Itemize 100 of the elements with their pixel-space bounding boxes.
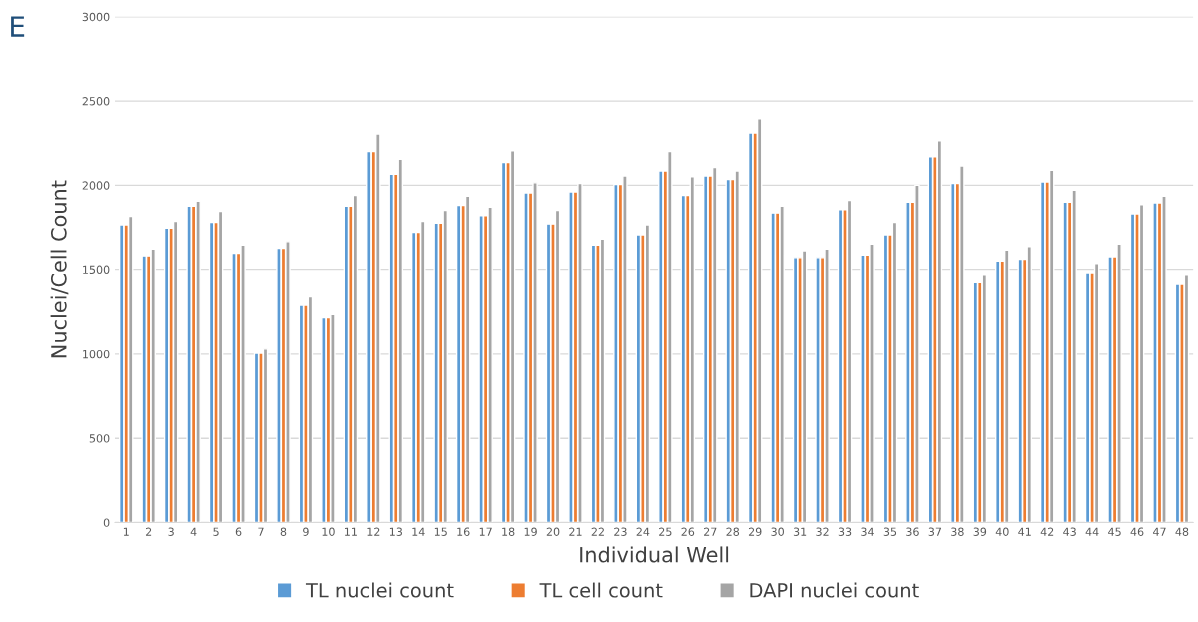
x-tick-label: 34 <box>861 527 874 536</box>
x-tick-label: 39 <box>973 527 987 536</box>
bar <box>869 243 875 523</box>
bar <box>734 170 740 523</box>
x-tick-label: 33 <box>838 527 852 536</box>
x-tick-label: 17 <box>479 527 492 536</box>
bar <box>240 244 246 523</box>
bar <box>1116 243 1122 523</box>
bar <box>172 220 179 523</box>
y-tick-label: 3000 <box>82 12 110 22</box>
x-tick-label: 21 <box>569 527 582 536</box>
legend-label: TL cell count <box>539 582 663 598</box>
bar <box>141 255 147 523</box>
bar <box>330 313 336 523</box>
bar <box>658 170 664 523</box>
bar <box>756 118 763 523</box>
bar <box>231 252 237 523</box>
bar <box>1026 246 1032 523</box>
bar <box>801 250 808 523</box>
bar <box>554 209 561 523</box>
bar <box>770 212 776 523</box>
bar <box>824 248 830 523</box>
bar <box>532 182 538 523</box>
x-tick-label: 35 <box>883 527 897 536</box>
x-tick-label: 3 <box>168 527 174 536</box>
x-tick-label: 45 <box>1108 527 1121 536</box>
x-tick-label: 22 <box>591 527 604 536</box>
x-tick-label: 38 <box>951 527 964 536</box>
x-tick-label: 1 <box>123 527 129 536</box>
y-axis-title: Nuclei/Cell Count <box>50 180 69 358</box>
bar <box>644 224 651 523</box>
bar <box>622 175 628 523</box>
x-tick-label: 27 <box>704 527 717 536</box>
bar <box>936 139 943 523</box>
bar <box>195 200 201 523</box>
y-tick-label: 2500 <box>82 97 110 106</box>
bar <box>127 215 134 523</box>
x-tick-label: 42 <box>1040 527 1054 536</box>
bar <box>375 133 381 523</box>
x-tick-label: 6 <box>235 527 242 536</box>
bar <box>599 238 606 523</box>
bar <box>321 316 327 523</box>
bar <box>860 254 866 523</box>
legend-label: DAPI nuclei count <box>750 582 919 598</box>
bar <box>1107 256 1113 523</box>
bar <box>846 199 853 523</box>
bar <box>711 166 718 523</box>
bar <box>352 194 359 523</box>
x-tick-label: 47 <box>1152 527 1166 536</box>
bar <box>1093 263 1100 523</box>
x-tick-label: 7 <box>258 527 264 536</box>
bar <box>150 248 156 523</box>
bar <box>891 221 898 523</box>
y-tick-label: 1000 <box>83 349 110 359</box>
x-tick-label: 11 <box>345 527 357 536</box>
bar <box>689 176 696 523</box>
x-tick-label: 32 <box>816 527 829 536</box>
bar <box>276 247 282 523</box>
x-tick-label: 8 <box>280 527 287 536</box>
x-tick-label: 5 <box>213 527 219 536</box>
x-tick-label: 16 <box>457 527 470 536</box>
bar <box>307 295 314 523</box>
bar <box>1004 249 1010 523</box>
x-tick-label: 19 <box>524 527 537 536</box>
bar <box>464 195 471 523</box>
bar <box>815 257 821 523</box>
bar <box>577 182 583 523</box>
bar <box>442 209 448 523</box>
x-tick-label: 12 <box>367 527 380 536</box>
x-tick-label: 18 <box>502 527 515 536</box>
x-tick-label: 41 <box>1018 527 1031 536</box>
bar <box>258 352 264 523</box>
x-tick-label: 36 <box>906 527 919 536</box>
y-tick-label: 2000 <box>82 181 110 190</box>
bar <box>186 205 192 523</box>
bar <box>1152 202 1158 523</box>
bar <box>433 222 439 523</box>
x-tick-label: 23 <box>614 527 627 536</box>
x-tick-label: 37 <box>928 527 942 536</box>
bar <box>285 241 291 523</box>
bar <box>995 260 1001 523</box>
bar <box>1017 258 1024 523</box>
bar <box>397 158 404 523</box>
x-tick-label: 43 <box>1063 527 1076 536</box>
x-axis-title: Individual Well <box>580 546 729 563</box>
bar <box>487 206 493 523</box>
bar <box>613 183 619 523</box>
x-tick-label: 20 <box>546 527 560 536</box>
bar <box>725 178 731 523</box>
bar <box>419 220 426 523</box>
bar <box>779 205 785 523</box>
x-tick-label: 40 <box>995 527 1009 536</box>
bar <box>905 201 911 523</box>
x-tick-label: 28 <box>726 527 740 536</box>
x-tick-label: 25 <box>659 527 672 536</box>
bar <box>1161 195 1167 523</box>
chart-title: E <box>11 16 25 37</box>
x-tick-label: 29 <box>748 527 762 536</box>
bar <box>1138 204 1145 523</box>
bar <box>366 150 372 523</box>
